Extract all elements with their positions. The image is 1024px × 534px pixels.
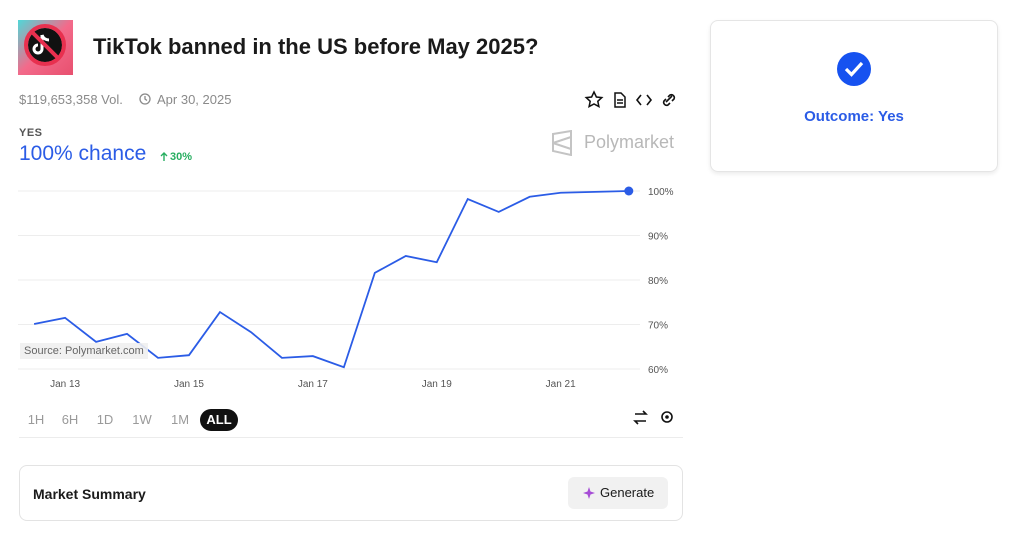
y-tick-label: 80% [648, 276, 668, 287]
chart-controls[interactable] [632, 409, 682, 427]
market-image [18, 20, 73, 75]
outcome-label: YES [19, 127, 43, 139]
end-dot [624, 186, 634, 196]
time-range-button[interactable]: 1H [27, 412, 45, 427]
star-icon[interactable] [584, 90, 604, 109]
check-icon [837, 52, 871, 86]
settings-icon[interactable] [661, 411, 673, 423]
time-range-button[interactable]: 6H [61, 412, 79, 427]
y-tick-label: 100% [648, 187, 674, 198]
x-tick-label: Jan 21 [546, 379, 576, 390]
summary-title: Market Summary [33, 486, 146, 502]
sparkle-icon [583, 487, 595, 499]
clock-icon [139, 93, 151, 105]
time-range-button[interactable]: ALL [200, 409, 238, 431]
time-range-button[interactable]: 1M [170, 412, 190, 427]
x-tick-label: Jan 17 [298, 379, 328, 390]
summary-card: Market Summary Generate [19, 465, 683, 521]
change: 30% [170, 151, 193, 163]
outcome: Outcome: Yes [804, 108, 904, 125]
action-icons[interactable] [584, 90, 684, 110]
embed-icon[interactable] [635, 94, 653, 106]
y-tick-label: 60% [648, 365, 668, 376]
x-tick-label: Jan 15 [174, 379, 204, 390]
y-tick-label: 90% [648, 232, 668, 243]
price-chart: 60% 70% 80% 90% 100% Jan 13 Jan 15 Jan 17 Jan 19… [18, 186, 674, 390]
divider [19, 437, 683, 438]
volume: $119,653,358 Vol. [19, 92, 123, 107]
generate-button[interactable]: Generate [568, 477, 668, 509]
up-arrow [160, 152, 168, 161]
brand-name: Polymarket [584, 132, 675, 152]
link-icon[interactable] [662, 93, 676, 107]
price-line [33, 190, 629, 369]
generate-label: Generate [600, 485, 655, 500]
swap-icon[interactable] [633, 410, 648, 425]
end-date: Apr 30, 2025 [157, 92, 232, 107]
x-tick-label: Jan 13 [50, 379, 80, 390]
brand-logo [552, 130, 572, 156]
doc-icon[interactable] [614, 92, 626, 108]
resolution-card: Outcome: Yes [710, 20, 998, 172]
source: Source: Polymarket.com [20, 343, 148, 359]
time-range-button[interactable]: 1W [132, 412, 152, 427]
x-tick-label: Jan 19 [422, 379, 452, 390]
market-title: TikTok banned in the US before May 2025? [93, 34, 539, 59]
time-range-button[interactable]: 1D [96, 412, 114, 427]
y-tick-label: 70% [648, 321, 668, 332]
chance: 100% chance [19, 142, 147, 165]
